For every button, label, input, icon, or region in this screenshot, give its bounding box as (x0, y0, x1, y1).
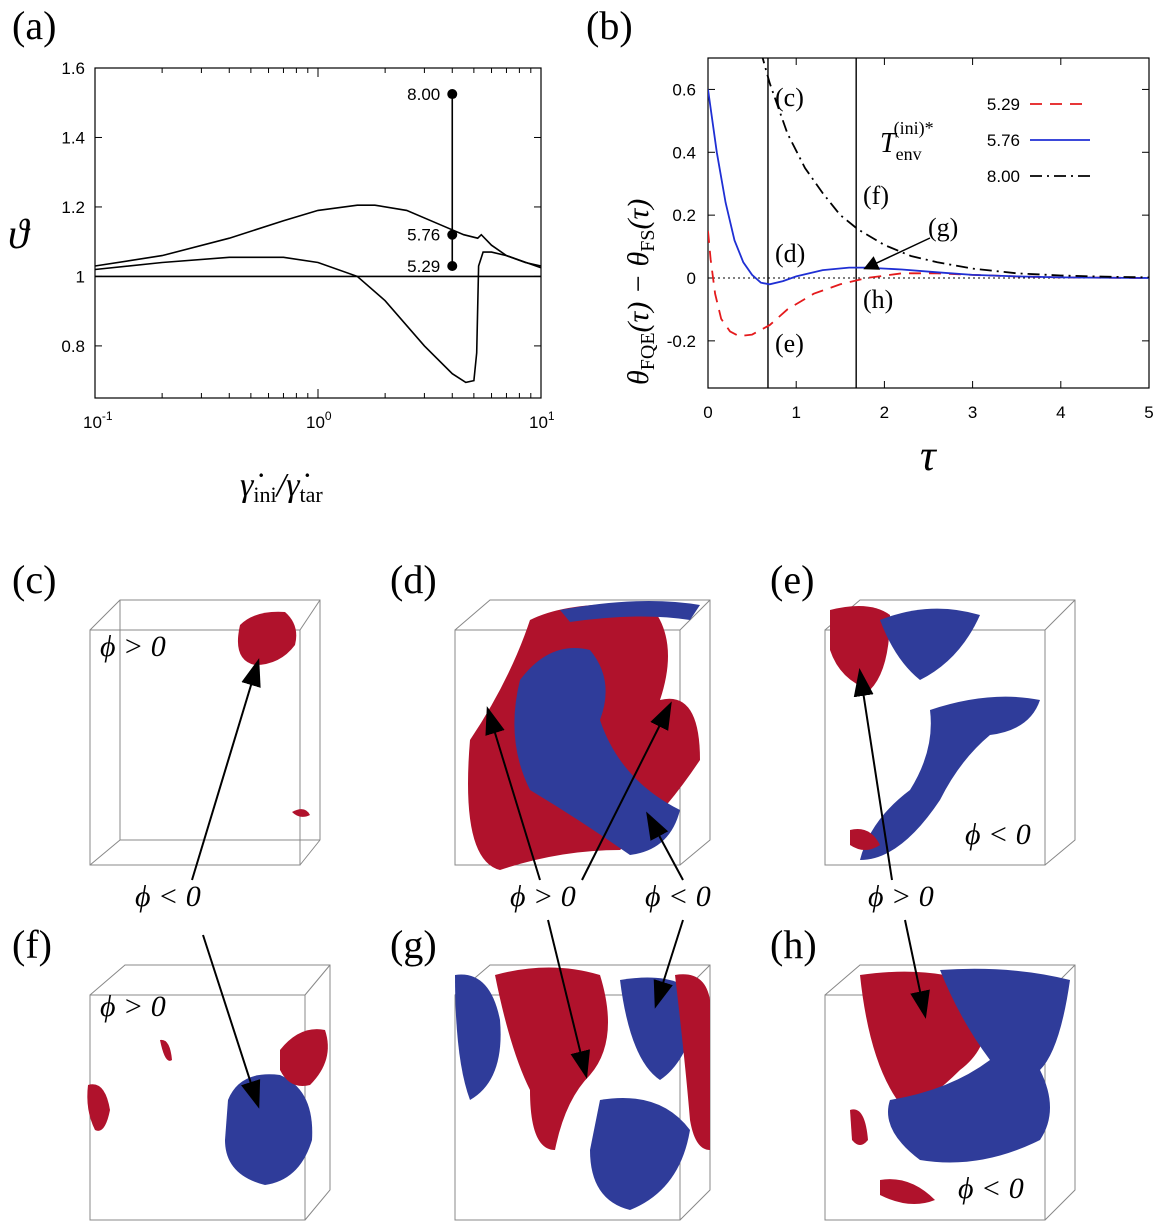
panel-label-h: (h) (770, 922, 817, 967)
blob-g-blue-3 (590, 1098, 690, 1210)
blob-e-blue-2 (860, 696, 1040, 860)
blob-h-red-3 (880, 1179, 935, 1204)
cube-c (89, 599, 321, 866)
arrow-g-2 (653, 919, 684, 1009)
label-c-phi: ϕ > 0 (100, 630, 166, 663)
blob-h-blue (888, 968, 1070, 1163)
arrow-d-3 (646, 811, 684, 881)
panel-label-b: (b) (586, 3, 633, 48)
label-mid-2: ϕ > 0 (510, 880, 576, 913)
arrow-f (202, 934, 261, 1109)
blob-g-red (495, 967, 608, 1150)
arrow-h (904, 919, 930, 1019)
arrow-d-1 (485, 706, 541, 881)
arrow-g-1 (547, 919, 590, 1079)
blob-g-red-2 (675, 974, 710, 1150)
blob-d-blue-2 (560, 601, 700, 622)
panel-label-e: (e) (770, 557, 815, 602)
panel-label-a: (a) (12, 3, 57, 48)
blob-c-1 (237, 611, 297, 665)
label-e-phi: ϕ < 0 (965, 818, 1031, 851)
panel-label-d: (d) (390, 557, 437, 602)
blob-e-red (830, 606, 890, 690)
blob-e-red-2 (850, 829, 880, 850)
panel-label-c: (c) (12, 557, 57, 602)
label-mid-4: ϕ > 0 (868, 880, 934, 913)
blob-c-2 (292, 809, 310, 817)
panel-label-f: (f) (12, 922, 52, 967)
blob-f-blue (225, 1074, 313, 1185)
arrow-d-2 (581, 701, 672, 881)
arrow-c (191, 658, 261, 881)
blob-f-red-3 (160, 1039, 172, 1061)
label-f-phi: ϕ > 0 (100, 990, 166, 1023)
arrow-e (853, 668, 893, 881)
blob-d-blue (514, 648, 680, 855)
blob-h-red-2 (850, 1109, 868, 1145)
blob-g-blue (455, 974, 501, 1100)
blob-h-red (860, 971, 987, 1110)
blob-e-blue (880, 608, 980, 680)
label-h-phi: ϕ < 0 (958, 1172, 1024, 1205)
blob-f-red-2 (87, 1084, 110, 1131)
label-mid-1: ϕ < 0 (135, 880, 201, 913)
blob-f-red-1 (280, 1029, 328, 1086)
panel-label-g: (g) (390, 922, 437, 967)
label-mid-3: ϕ < 0 (645, 880, 711, 913)
